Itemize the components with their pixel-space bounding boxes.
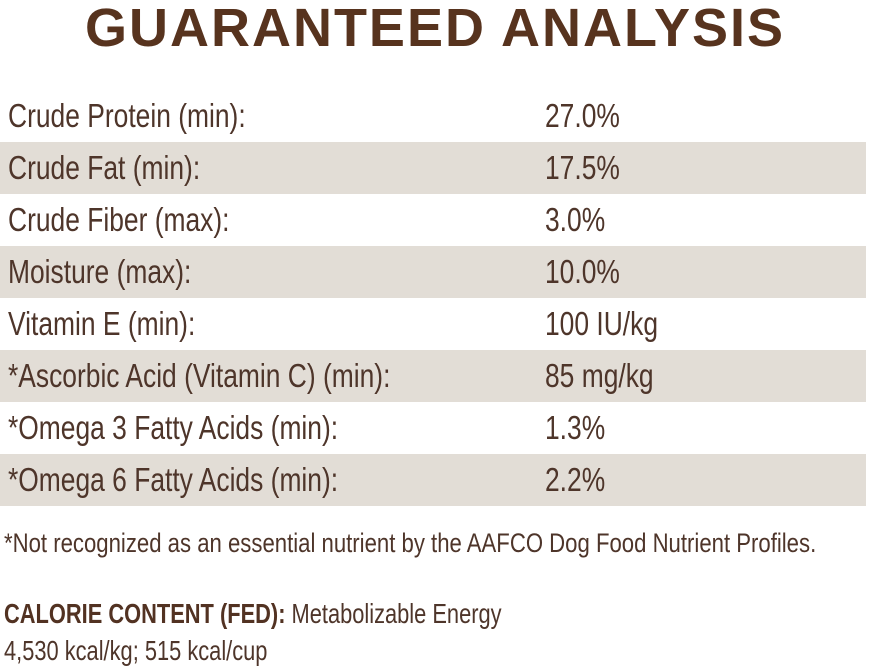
table-row: *Ascorbic Acid (Vitamin C) (min): 85 mg/… (0, 350, 866, 402)
table-row: Crude Protein (min): 27.0% (0, 90, 866, 142)
table-row: Crude Fat (min): 17.5% (0, 142, 866, 194)
analysis-table: Crude Protein (min): 27.0% Crude Fat (mi… (0, 90, 866, 506)
calorie-content-line: CALORIE CONTENT (FED): Metabolizable Ene… (4, 595, 502, 632)
aafco-footnote: *Not recognized as an essential nutrient… (4, 528, 817, 558)
nutrient-value: 10.0% (545, 253, 620, 290)
nutrient-value: 1.3% (545, 409, 606, 446)
calorie-content-description: Metabolizable Energy (291, 598, 502, 629)
page-title: GUARANTEED ANALYSIS (84, 0, 786, 58)
nutrient-label: Moisture (max): (8, 253, 192, 290)
table-row: Moisture (max): 10.0% (0, 246, 866, 298)
nutrient-value: 100 IU/kg (545, 305, 658, 342)
nutrient-label: Crude Fiber (max): (8, 201, 230, 238)
nutrient-label: *Omega 6 Fatty Acids (min): (8, 461, 339, 498)
calorie-content-heading: CALORIE CONTENT (FED): (4, 598, 286, 629)
calorie-content-values: 4,530 kcal/kg; 515 kcal/cup (4, 635, 268, 666)
table-row: *Omega 3 Fatty Acids (min): 1.3% (0, 402, 866, 454)
nutrient-value: 2.2% (545, 461, 606, 498)
nutrient-label: *Ascorbic Acid (Vitamin C) (min): (8, 357, 391, 394)
nutrient-value: 17.5% (545, 149, 620, 186)
table-row: *Omega 6 Fatty Acids (min): 2.2% (0, 454, 866, 506)
nutrient-label: *Omega 3 Fatty Acids (min): (8, 409, 339, 446)
nutrient-value: 27.0% (545, 97, 620, 134)
nutrient-value: 85 mg/kg (545, 357, 654, 394)
calorie-content-section: CALORIE CONTENT (FED): Metabolizable Ene… (4, 595, 502, 669)
nutrient-label: Vitamin E (min): (8, 305, 196, 342)
nutrient-label: Crude Protein (min): (8, 97, 246, 134)
table-row: Crude Fiber (max): 3.0% (0, 194, 866, 246)
nutrient-value: 3.0% (545, 201, 606, 238)
table-row: Vitamin E (min): 100 IU/kg (0, 298, 866, 350)
nutrient-label: Crude Fat (min): (8, 149, 201, 186)
